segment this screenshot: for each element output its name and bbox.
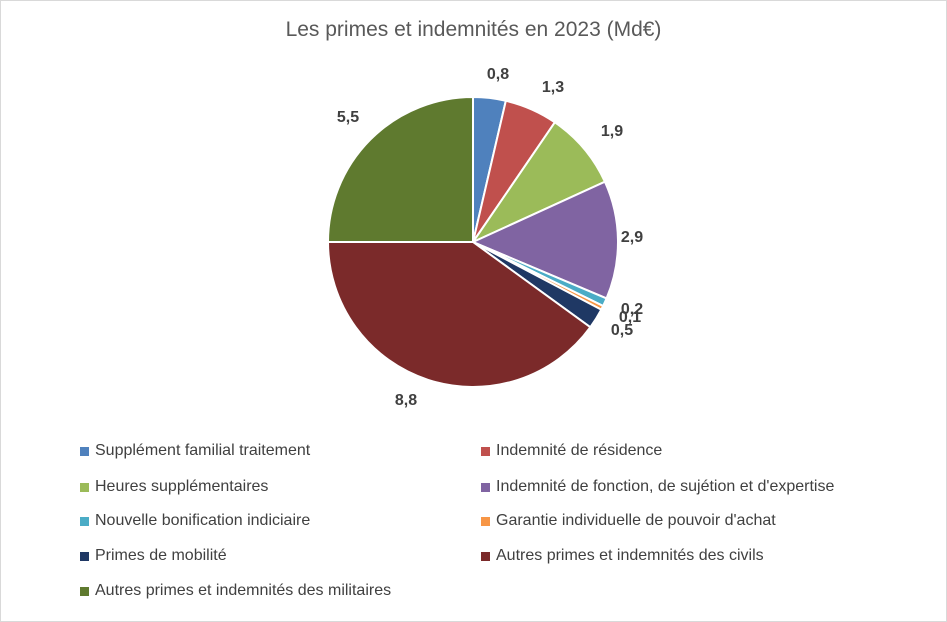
legend-swatch (80, 551, 89, 561)
pie-slice (470, 180, 619, 300)
legend-item: Primes de mobilité (80, 547, 227, 565)
legend-swatch (80, 482, 89, 492)
legend-swatch (481, 516, 490, 526)
legend-label: Garantie individuelle de pouvoir d'achat (496, 512, 776, 529)
legend-item: Indemnité de fonction, de sujétion et d'… (481, 478, 834, 496)
data-label: 8,8 (395, 392, 417, 409)
data-label: 1,3 (542, 79, 564, 96)
data-label: 0,8 (487, 66, 509, 83)
legend-label: Indemnité de fonction, de sujétion et d'… (496, 478, 835, 495)
legend-swatch (80, 516, 89, 526)
data-label: 2,9 (621, 229, 643, 246)
legend-label: Primes de mobilité (95, 547, 227, 564)
data-label: 0,5 (611, 322, 633, 339)
legend-item: Heures supplémentaires (80, 478, 268, 496)
legend-swatch (481, 446, 490, 456)
legend-label: Autres primes et indemnités des militair… (95, 582, 392, 599)
data-label: 1,9 (601, 123, 623, 140)
legend-swatch (80, 446, 89, 456)
legend-item: Autres primes et indemnités des militair… (80, 582, 391, 600)
legend-item: Supplément familial traitement (80, 442, 310, 460)
legend-item: Autres primes et indemnités des civils (481, 547, 764, 565)
legend-label: Indemnité de résidence (496, 442, 663, 459)
pie-slice (326, 241, 592, 388)
legend-label: Supplément familial traitement (95, 442, 311, 459)
legend-label: Heures supplémentaires (95, 478, 269, 495)
data-label: 5,5 (337, 109, 359, 126)
legend-label: Autres primes et indemnités des civils (496, 547, 764, 564)
legend-swatch (481, 482, 490, 492)
data-label: 0,1 (619, 309, 641, 326)
legend-item: Nouvelle bonification indiciaire (80, 512, 310, 530)
legend-swatch (481, 551, 490, 561)
legend-swatch (80, 586, 89, 596)
pie-slice (326, 95, 474, 243)
chart-title: Les primes et indemnités en 2023 (Md€) (285, 18, 662, 41)
legend-label: Nouvelle bonification indiciaire (95, 512, 311, 529)
legend-item: Indemnité de résidence (481, 442, 662, 460)
data-label: 0,2 (621, 301, 643, 318)
legend-item: Garantie individuelle de pouvoir d'achat (481, 512, 776, 530)
